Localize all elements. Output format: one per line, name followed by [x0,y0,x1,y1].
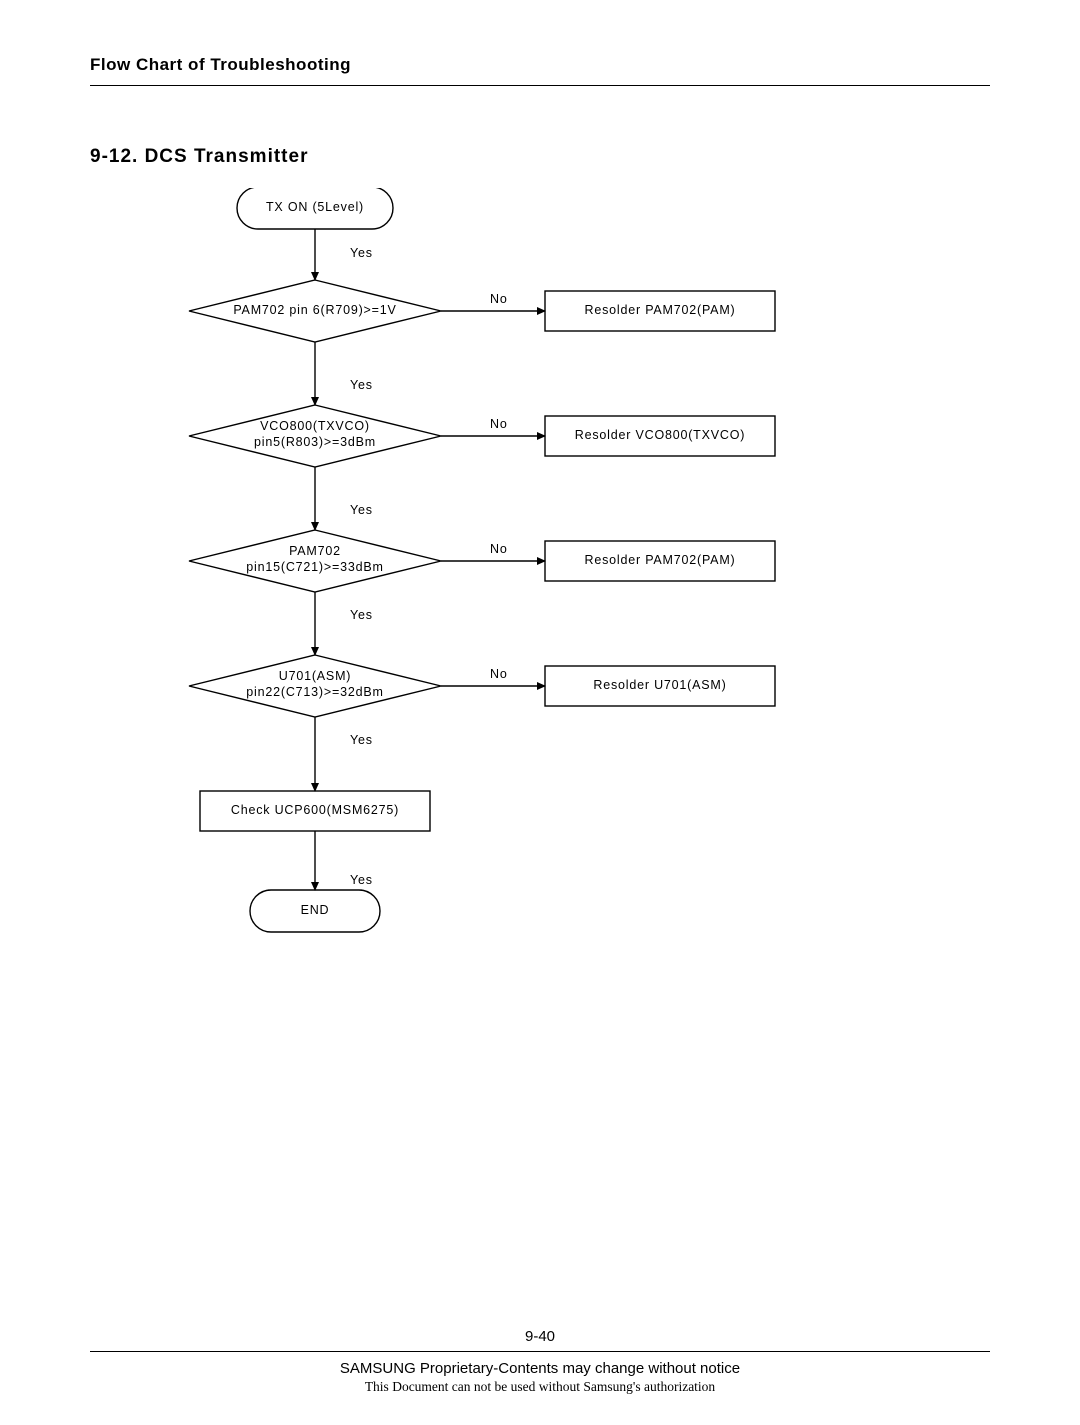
flowchart-svg [90,188,990,988]
footer-line-1: SAMSUNG Proprietary-Contents may change … [90,1360,990,1377]
header-rule [90,85,990,86]
page-container: Flow Chart of Troubleshooting 9-12. DCS … [0,0,1080,1425]
page-header-title: Flow Chart of Troubleshooting [90,55,990,83]
footer-line-2: This Document can not be used without Sa… [90,1379,990,1395]
section-title: 9-12. DCS Transmitter [90,146,990,168]
footer-rule [90,1351,990,1352]
flowchart-area: TX ON (5Level)PAM702 pin 6(R709)>=1VReso… [90,188,990,988]
page-number: 9-40 [90,1328,990,1345]
